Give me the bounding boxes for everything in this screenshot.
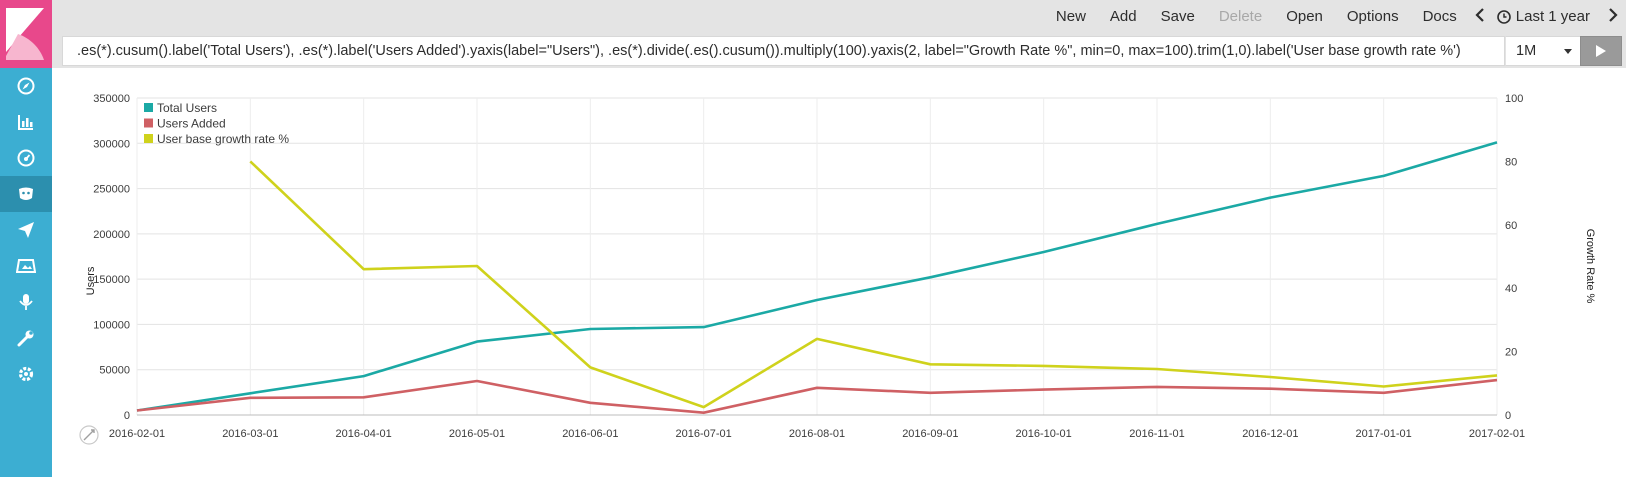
legend-swatch: [144, 118, 153, 128]
add-button[interactable]: Add: [1109, 8, 1137, 25]
left-axis-ticks: 0 50000 100000 150000 200000 250000 300000 3500…: [93, 93, 130, 422]
x-tick-label: 2016-11-01: [1129, 428, 1184, 440]
x-tick-label: 2016-08-01: [789, 428, 845, 440]
series-line-0: [136, 141, 1498, 412]
visualize-icon[interactable]: [0, 104, 52, 140]
series-lines: [136, 141, 1498, 414]
x-tick-label: 2016-04-01: [336, 428, 392, 440]
management-icon[interactable]: [0, 356, 52, 392]
legend-swatch: [144, 134, 153, 143]
interval-value: 1M: [1516, 43, 1537, 59]
sidebar: [0, 0, 52, 477]
right-axis-title: Growth Rate %: [1584, 229, 1596, 304]
left-y-tick-label: 0: [124, 410, 130, 422]
left-y-tick-label: 200000: [93, 229, 130, 241]
x-tick-label: 2016-05-01: [449, 428, 505, 440]
dashboard-icon[interactable]: [0, 140, 52, 176]
interval-select[interactable]: 1M: [1505, 36, 1581, 66]
expression-input[interactable]: .es(*).cusum().label('Total Users'), .es…: [62, 36, 1505, 66]
voice-icon[interactable]: [0, 284, 52, 320]
x-tick-label: 2016-12-01: [1242, 428, 1298, 440]
save-button[interactable]: Save: [1160, 8, 1195, 25]
legend-item-label[interactable]: Total Users: [157, 101, 217, 115]
timelion-chart: 2016-02-01 2016-03-01 2016-04-01 2016-05-01…: [79, 93, 1596, 445]
x-tick-label: 2016-09-01: [902, 428, 958, 440]
time-forward-chevron-icon[interactable]: [1608, 7, 1618, 26]
open-button[interactable]: Open: [1286, 8, 1323, 25]
series-line-1: [136, 378, 1498, 414]
discover-icon[interactable]: [0, 68, 52, 104]
kibana-logo[interactable]: [0, 0, 52, 68]
right-y-tick-label: 0: [1505, 410, 1511, 422]
chart-tools-icon[interactable]: [79, 425, 99, 445]
chevron-down-icon: [1564, 49, 1572, 54]
docs-button[interactable]: Docs: [1422, 8, 1457, 25]
play-icon: [1596, 45, 1606, 57]
x-tick-label: 2016-06-01: [562, 428, 618, 440]
right-y-tick-label: 60: [1505, 220, 1517, 232]
new-button[interactable]: New: [1055, 8, 1086, 25]
time-range-label: Last 1 year: [1515, 8, 1590, 25]
x-tick-label: 2016-10-01: [1016, 428, 1072, 440]
timelion-icon[interactable]: [0, 176, 52, 212]
x-tick-label: 2016-07-01: [676, 428, 732, 440]
left-y-tick-label: 350000: [93, 93, 130, 105]
left-y-tick-label: 150000: [93, 274, 130, 286]
dev-tools-icon[interactable]: [0, 320, 52, 356]
x-axis-ticks: 2016-02-01 2016-03-01 2016-04-01 2016-05-01…: [109, 428, 1525, 440]
time-picker[interactable]: Last 1 year: [1496, 8, 1590, 25]
clock-icon: [1496, 9, 1511, 24]
series-line-2: [249, 160, 1498, 409]
left-y-tick-label: 50000: [99, 365, 130, 377]
x-tick-label: 2016-03-01: [222, 428, 278, 440]
canvas-icon[interactable]: [0, 248, 52, 284]
left-axis-title: Users: [85, 266, 97, 295]
gridlines: [136, 97, 1498, 416]
x-tick-label: 2017-01-01: [1356, 428, 1412, 440]
legend-item-label[interactable]: Users Added: [157, 117, 226, 131]
options-button[interactable]: Options: [1346, 8, 1399, 25]
time-back-chevron-icon[interactable]: [1475, 7, 1485, 26]
apm-icon[interactable]: [0, 212, 52, 248]
left-y-tick-label: 100000: [93, 319, 130, 331]
right-y-tick-label: 20: [1505, 347, 1517, 359]
right-y-tick-label: 100: [1505, 93, 1523, 105]
legend-item-label[interactable]: User base growth rate %: [157, 132, 289, 146]
x-tick-label: 2017-02-01: [1469, 428, 1525, 440]
delete-button[interactable]: Delete: [1218, 8, 1263, 25]
right-y-tick-label: 80: [1505, 156, 1517, 168]
right-y-tick-label: 40: [1505, 283, 1517, 295]
right-axis-ticks: 0 20 40 60 80 100: [1505, 93, 1523, 422]
top-menu: New Add Save Delete Open Options Docs La…: [1032, 0, 1618, 33]
run-button[interactable]: [1580, 36, 1622, 66]
left-y-tick-label: 250000: [93, 184, 130, 196]
legend-swatch: [144, 103, 153, 112]
left-y-tick-label: 300000: [93, 138, 130, 150]
x-tick-label: 2016-02-01: [109, 428, 165, 440]
